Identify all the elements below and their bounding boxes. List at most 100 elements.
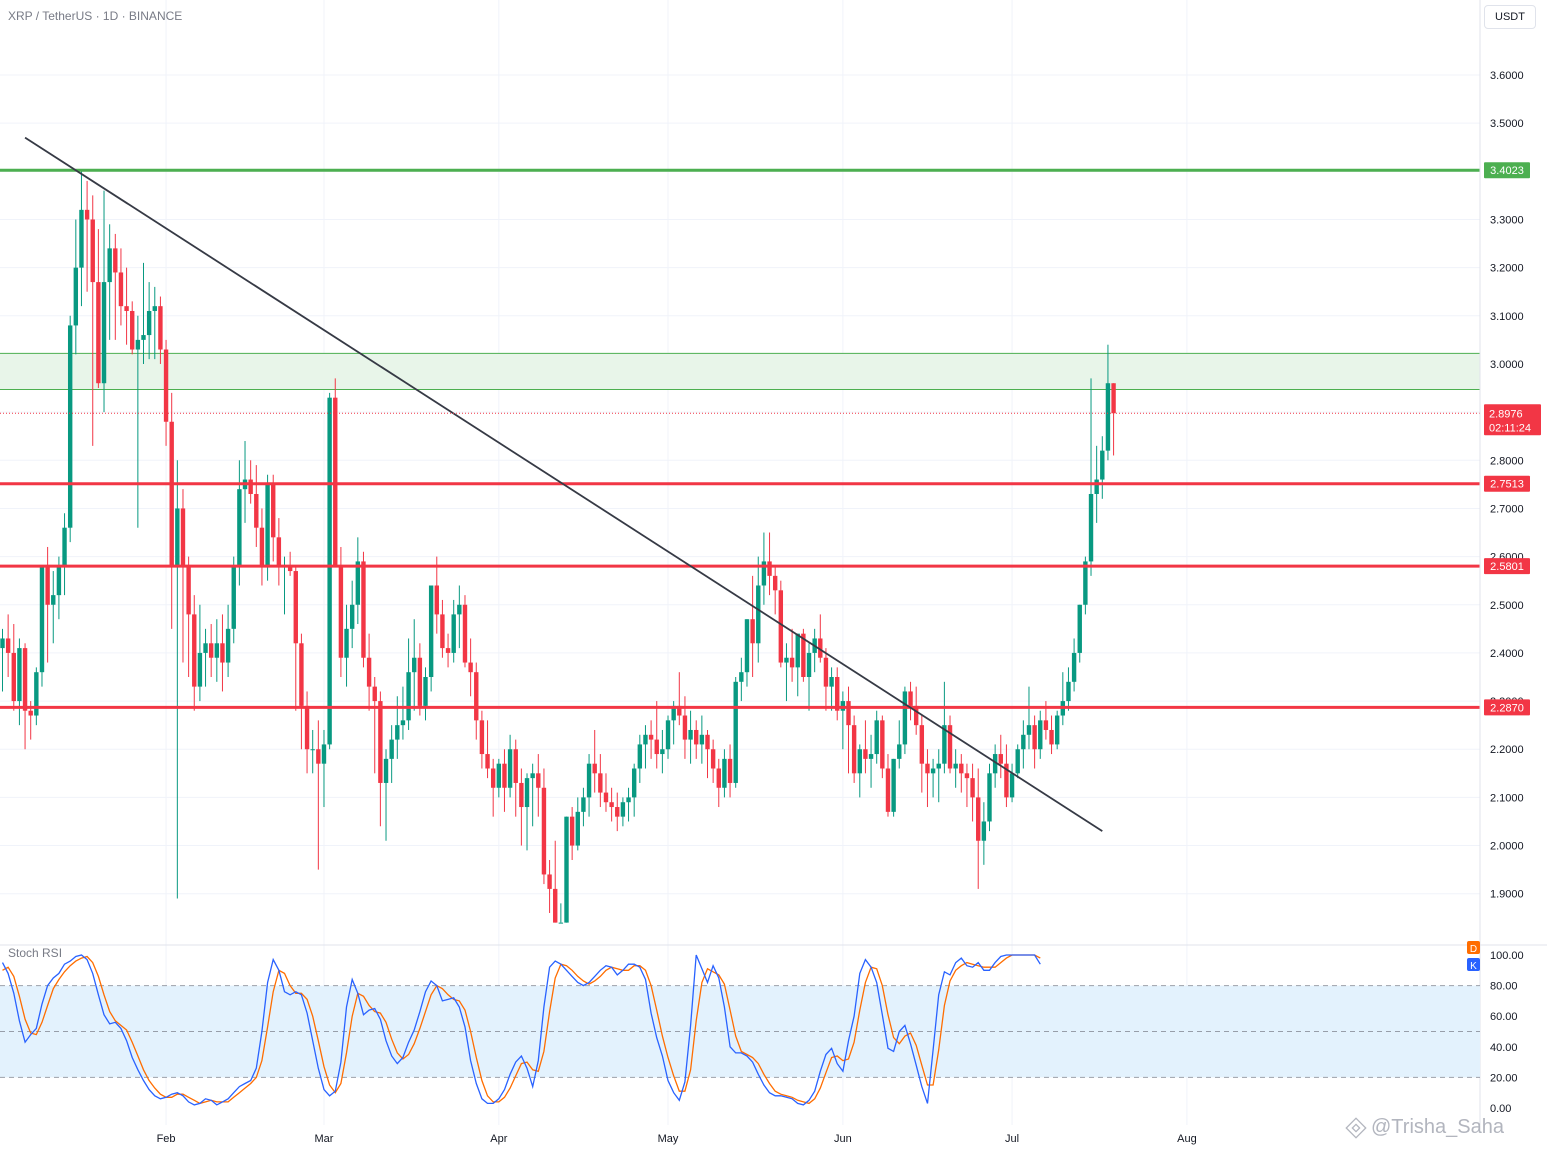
candle: [152, 286, 157, 360]
candle: [372, 677, 377, 774]
candle: [987, 763, 992, 832]
candle-body: [67, 325, 73, 528]
candle-body: [705, 734, 710, 750]
candle-body: [778, 590, 784, 663]
candle: [761, 532, 767, 605]
support-level-label: 2.2870: [1490, 702, 1524, 714]
candle-body: [321, 744, 327, 764]
candle: [316, 720, 321, 870]
candle-body: [1111, 383, 1116, 414]
candle: [609, 787, 614, 822]
candle-body: [84, 209, 90, 220]
candle: [118, 248, 124, 326]
candle: [39, 566, 45, 687]
stoch-axis-label: 40.00: [1490, 1042, 1518, 1054]
candle-body: [1088, 493, 1094, 562]
candle-body: [902, 691, 908, 745]
candle: [208, 624, 214, 677]
candle-body: [801, 633, 806, 677]
time-axis-label: Aug: [1177, 1133, 1197, 1145]
candle-body: [959, 763, 964, 774]
candle-body: [806, 652, 812, 677]
price-axis-label: 1.9000: [1490, 889, 1524, 901]
chart-title: XRP / TetherUS · 1D · BINANCE: [8, 9, 183, 23]
candle: [868, 734, 874, 788]
candle-body: [547, 874, 552, 889]
candle: [705, 729, 710, 779]
candle: [648, 720, 654, 759]
current-price-label: 2.8976: [1489, 408, 1523, 420]
candle-body: [445, 648, 451, 653]
candle-body: [197, 652, 203, 687]
candle-body: [355, 561, 361, 605]
candle-body: [0, 638, 5, 649]
candle-body: [141, 335, 146, 340]
price-axis-label: 3.6000: [1490, 70, 1524, 82]
candle: [959, 754, 964, 793]
candle-body: [891, 758, 896, 812]
candle-body: [180, 508, 186, 567]
candle-body: [372, 686, 377, 702]
candle: [744, 619, 750, 687]
candle-body: [1066, 681, 1071, 702]
candle-body: [451, 614, 456, 653]
candle: [333, 378, 338, 567]
candle-body: [564, 816, 569, 923]
candle-body: [942, 725, 947, 764]
stoch-d-line: [2, 954, 1041, 1105]
candle: [835, 667, 840, 721]
candle-body: [620, 802, 626, 817]
candle: [22, 643, 28, 750]
candle: [930, 758, 936, 798]
candle-body: [1077, 604, 1082, 653]
candle: [197, 604, 203, 702]
candle-body: [310, 749, 315, 751]
candle-body: [1021, 734, 1026, 750]
watermark: @Trisha_Saha: [1345, 1116, 1504, 1139]
candle-body: [254, 493, 259, 528]
candle: [716, 758, 721, 808]
candle-body: [51, 595, 56, 605]
candle-body: [553, 888, 558, 923]
candle: [169, 392, 174, 629]
candle: [1009, 763, 1015, 803]
candle-body: [756, 585, 761, 644]
stoch-axis-label: 60.00: [1490, 1011, 1518, 1023]
candle-body: [569, 816, 575, 846]
candle: [772, 566, 778, 615]
candle: [784, 643, 789, 702]
candle-body: [299, 643, 304, 706]
candle-body: [930, 768, 936, 774]
candle: [558, 903, 564, 924]
candle: [276, 518, 282, 586]
candle: [981, 802, 987, 865]
candle: [575, 797, 580, 851]
legend-k-badge: [1467, 958, 1480, 971]
candle-body: [231, 566, 236, 629]
candle-body: [947, 725, 953, 769]
candle-body: [1054, 715, 1060, 745]
candle-body: [192, 614, 197, 687]
current-price-badge: [1484, 404, 1541, 436]
candle: [457, 585, 462, 649]
candle: [254, 465, 259, 547]
candle: [17, 638, 22, 726]
candle-body: [682, 715, 688, 740]
candle: [581, 787, 586, 827]
candle-body: [496, 763, 502, 788]
candle: [355, 537, 361, 625]
candle: [1111, 383, 1116, 456]
candle-body: [395, 725, 400, 740]
candle-body: [851, 725, 857, 774]
time-axis-label: Jun: [834, 1133, 852, 1145]
candle-body: [96, 282, 101, 384]
candles: [0, 171, 1116, 924]
candle-body: [722, 758, 727, 788]
price-axis-label: 2.8000: [1490, 455, 1524, 467]
candle-body: [592, 763, 597, 774]
candle: [1032, 715, 1037, 769]
candle-body: [79, 209, 84, 268]
candle-body: [1009, 773, 1015, 798]
currency-button[interactable]: USDT: [1484, 5, 1536, 29]
